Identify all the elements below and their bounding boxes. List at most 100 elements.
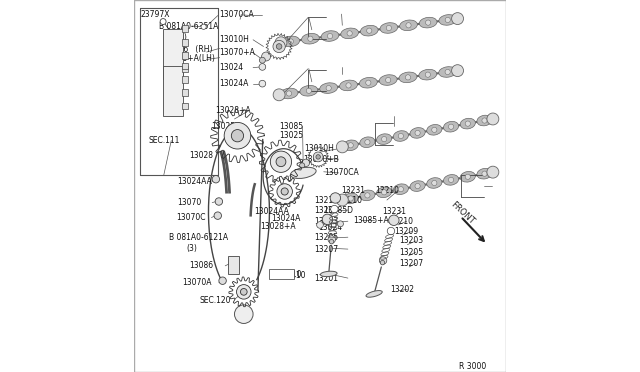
- Text: 13070A: 13070A: [182, 278, 212, 287]
- Circle shape: [380, 257, 387, 264]
- Ellipse shape: [282, 36, 300, 47]
- Text: (6): (6): [177, 33, 188, 42]
- Circle shape: [326, 86, 332, 91]
- Circle shape: [313, 152, 323, 162]
- Circle shape: [307, 88, 312, 93]
- Text: 13070C: 13070C: [176, 213, 205, 222]
- Circle shape: [398, 187, 403, 192]
- Ellipse shape: [393, 184, 408, 195]
- Circle shape: [273, 89, 285, 101]
- Text: 13024A: 13024A: [271, 214, 301, 223]
- Text: 13028+A: 13028+A: [215, 106, 251, 115]
- Ellipse shape: [410, 181, 425, 191]
- Circle shape: [449, 177, 454, 183]
- Ellipse shape: [439, 15, 456, 25]
- Bar: [182, 65, 188, 72]
- Ellipse shape: [301, 33, 319, 44]
- Circle shape: [348, 196, 353, 201]
- Circle shape: [426, 20, 431, 25]
- Circle shape: [281, 188, 288, 195]
- Circle shape: [367, 28, 372, 33]
- Circle shape: [432, 180, 437, 186]
- Circle shape: [347, 31, 352, 36]
- Ellipse shape: [427, 125, 442, 135]
- Ellipse shape: [460, 118, 476, 129]
- Text: 13070+A: 13070+A: [219, 48, 255, 57]
- Circle shape: [215, 198, 223, 205]
- Circle shape: [425, 72, 431, 77]
- Ellipse shape: [477, 115, 492, 126]
- Text: 23796+A(LH): 23796+A(LH): [164, 54, 216, 63]
- Circle shape: [224, 122, 251, 149]
- Circle shape: [406, 23, 411, 28]
- Ellipse shape: [393, 131, 408, 141]
- Circle shape: [465, 121, 470, 126]
- Ellipse shape: [376, 187, 392, 198]
- FancyBboxPatch shape: [269, 269, 294, 279]
- Bar: [163, 29, 183, 79]
- Circle shape: [262, 52, 271, 61]
- Ellipse shape: [321, 31, 339, 41]
- Text: R 3000: R 3000: [460, 362, 486, 371]
- Text: 13210: 13210: [375, 186, 399, 195]
- Circle shape: [308, 36, 313, 41]
- Circle shape: [330, 240, 334, 244]
- Circle shape: [259, 80, 266, 87]
- Circle shape: [337, 194, 348, 206]
- Ellipse shape: [399, 72, 417, 83]
- Circle shape: [237, 285, 251, 299]
- Ellipse shape: [360, 137, 375, 148]
- Circle shape: [482, 118, 487, 123]
- Circle shape: [231, 129, 244, 142]
- Circle shape: [381, 190, 387, 195]
- Circle shape: [259, 64, 266, 70]
- Ellipse shape: [291, 167, 316, 179]
- Circle shape: [387, 25, 392, 31]
- Circle shape: [168, 32, 172, 36]
- Text: 13210: 13210: [388, 217, 413, 226]
- Circle shape: [445, 70, 451, 75]
- Circle shape: [482, 171, 487, 176]
- Ellipse shape: [399, 20, 417, 31]
- Text: SEC.120: SEC.120: [199, 296, 230, 305]
- Text: 23797X: 23797X: [141, 10, 170, 19]
- Ellipse shape: [419, 69, 436, 80]
- Text: 13085+A: 13085+A: [353, 216, 389, 225]
- Circle shape: [168, 69, 172, 73]
- Circle shape: [234, 305, 253, 324]
- Text: 13210: 13210: [338, 196, 362, 205]
- Circle shape: [387, 227, 395, 235]
- Circle shape: [219, 277, 227, 285]
- Text: 13024AA: 13024AA: [254, 207, 289, 216]
- Circle shape: [432, 127, 437, 132]
- Circle shape: [348, 143, 353, 148]
- Text: 13070CA: 13070CA: [324, 169, 358, 177]
- Bar: [228, 256, 239, 275]
- Circle shape: [322, 214, 333, 225]
- Ellipse shape: [321, 271, 337, 277]
- Circle shape: [385, 77, 391, 83]
- Circle shape: [415, 183, 420, 189]
- Ellipse shape: [280, 88, 298, 99]
- Circle shape: [337, 221, 344, 227]
- Text: (3): (3): [186, 244, 197, 253]
- Circle shape: [465, 174, 470, 179]
- Text: 13231: 13231: [383, 207, 406, 216]
- Circle shape: [168, 72, 172, 76]
- Text: 13025: 13025: [211, 122, 236, 131]
- Circle shape: [270, 151, 292, 172]
- Ellipse shape: [419, 17, 437, 28]
- Text: 13203: 13203: [399, 237, 423, 246]
- Text: 13209: 13209: [394, 227, 419, 236]
- Circle shape: [277, 184, 292, 199]
- Circle shape: [449, 124, 454, 129]
- Circle shape: [452, 13, 463, 25]
- Text: 13086: 13086: [189, 262, 213, 270]
- Text: 13070CA: 13070CA: [219, 10, 253, 19]
- Circle shape: [212, 176, 220, 183]
- Circle shape: [487, 113, 499, 125]
- Circle shape: [337, 141, 348, 153]
- Text: 13205: 13205: [314, 233, 339, 242]
- Text: SEC.111: SEC.111: [148, 136, 180, 145]
- Ellipse shape: [340, 80, 358, 91]
